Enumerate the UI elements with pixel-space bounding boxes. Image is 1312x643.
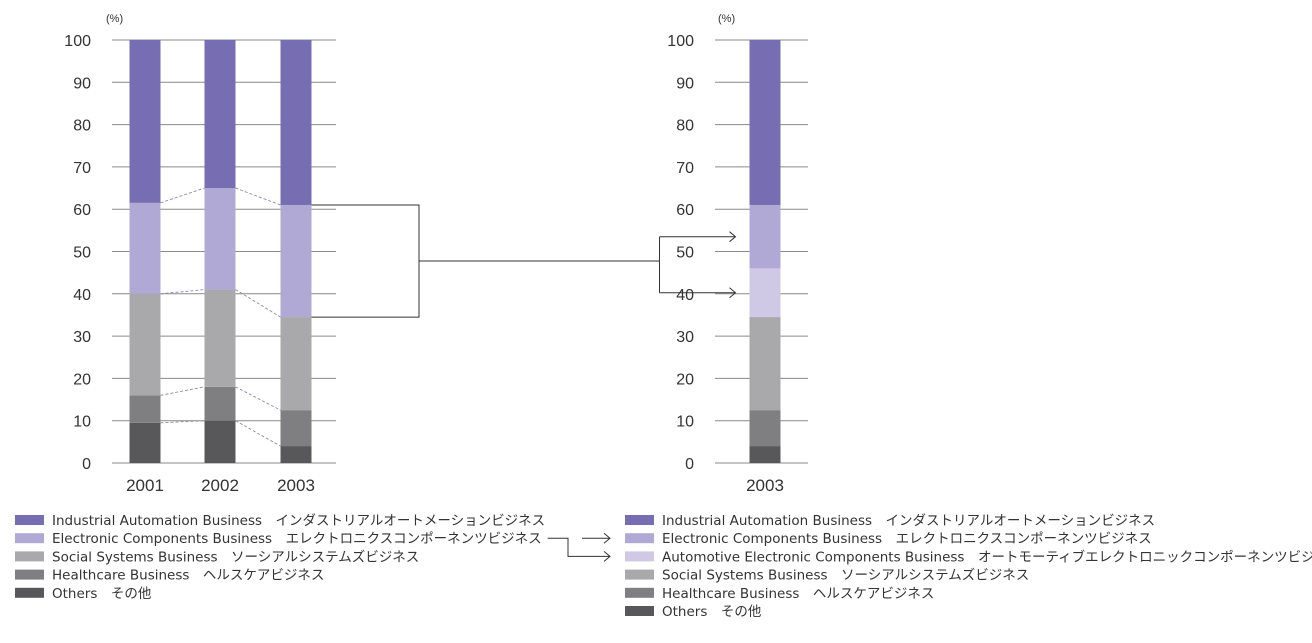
- legend-label: Healthcare Business ヘルスケアビジネス: [662, 586, 934, 602]
- bar-segment: [280, 40, 312, 205]
- legend-label: Automotive Electronic Components Busines…: [662, 548, 1312, 565]
- y-tick-label: 30: [73, 329, 91, 346]
- bar-segment: [204, 40, 236, 189]
- bar-segment: [749, 40, 781, 205]
- dashed-connector-layer: [160, 187, 281, 447]
- y-tick-label: 10: [73, 414, 91, 431]
- bar-segment: [749, 446, 781, 463]
- legend-swatch: [15, 533, 44, 544]
- y-tick-label: 90: [73, 75, 91, 92]
- legend-label: Industrial Automation Business インダストリアルオ…: [662, 513, 1155, 529]
- legend-split-arrow-head: [603, 551, 611, 562]
- legend-label: Healthcare Business ヘルスケアビジネス: [52, 568, 324, 584]
- bar-segment: [204, 188, 236, 290]
- bar-segment: [280, 317, 312, 411]
- bar-segment: [129, 422, 161, 463]
- legend-label: Electronic Components Business エレクトロニクスコ…: [662, 531, 1152, 547]
- bar-segment: [129, 40, 161, 203]
- y-tick-label: 20: [73, 371, 91, 388]
- legend-layer: Industrial Automation Business インダストリアルオ…: [15, 513, 1312, 620]
- left-legend: Industrial Automation Business インダストリアルオ…: [15, 513, 545, 602]
- bar-segment: [129, 395, 161, 423]
- x-category-label: 2001: [126, 476, 164, 495]
- bar-segment: [280, 204, 312, 318]
- split-arrow-head: [729, 287, 737, 299]
- bar-segment: [749, 204, 781, 269]
- dashed-connector: [235, 289, 281, 318]
- y-unit-label: (%): [106, 13, 123, 25]
- legend-label: Social Systems Business ソーシアルシステムズビジネス: [52, 549, 419, 565]
- legend-swatch: [15, 515, 44, 525]
- legend-label: Social Systems Business ソーシアルシステムズビジネス: [662, 568, 1029, 584]
- y-tick-label: 40: [676, 287, 694, 304]
- dashed-connector: [235, 386, 281, 411]
- y-tick-label: 70: [73, 160, 91, 177]
- y-tick-label: 20: [676, 371, 694, 388]
- legend-swatch: [625, 551, 654, 562]
- x-category-label: 2003: [277, 476, 315, 495]
- dashed-connector: [235, 187, 281, 206]
- y-tick-label: 80: [676, 118, 694, 135]
- bar-segment: [204, 289, 236, 387]
- dashed-connector: [160, 289, 205, 295]
- y-tick-label: 30: [676, 329, 694, 346]
- legend-swatch: [15, 587, 44, 598]
- split-arrow-head: [729, 231, 737, 243]
- bar-segment: [204, 420, 236, 463]
- dashed-connector: [235, 420, 281, 447]
- y-tick-label: 90: [676, 75, 694, 92]
- bar-segment: [129, 202, 161, 294]
- x-category-label: 2002: [201, 476, 239, 495]
- y-tick-label: 60: [676, 202, 694, 219]
- y-tick-label: 80: [73, 118, 91, 135]
- legend-swatch: [625, 606, 654, 616]
- y-tick-label: 60: [73, 202, 91, 219]
- y-tick-label: 50: [73, 245, 91, 262]
- y-tick-label: 0: [82, 456, 91, 473]
- y-tick-label: 100: [667, 33, 694, 50]
- legend-swatch: [625, 533, 654, 544]
- legend-split-arrow-head: [603, 532, 611, 544]
- bracket-connector: [311, 204, 420, 318]
- bar-segment: [749, 268, 781, 318]
- bar-layer: [129, 40, 781, 463]
- right-legend: Industrial Automation Business インダストリアルオ…: [625, 513, 1312, 620]
- bar-segment: [129, 293, 161, 396]
- bar-segment: [749, 410, 781, 447]
- bar-segment: [280, 410, 312, 447]
- x-category-label: 2003: [746, 476, 784, 495]
- dashed-connector: [160, 386, 205, 396]
- legend-label: Others その他: [662, 604, 761, 620]
- legend-swatch: [15, 551, 44, 562]
- bar-segment: [204, 386, 236, 421]
- y-tick-label: 40: [73, 287, 91, 304]
- dashed-connector: [160, 420, 205, 424]
- legend-label: Electronic Components Business エレクトロニクスコ…: [52, 531, 542, 547]
- legend-swatch: [15, 569, 44, 580]
- legend-swatch: [625, 569, 654, 580]
- y-tick-label: 0: [685, 456, 694, 473]
- legend-label: Industrial Automation Business インダストリアルオ…: [52, 513, 545, 529]
- bar-segment: [280, 446, 312, 463]
- split-arrow-layer: [311, 204, 737, 318]
- legend-label: Others その他: [52, 586, 151, 602]
- y-tick-label: 10: [676, 414, 694, 431]
- y-unit-label: (%): [718, 13, 735, 25]
- dashed-connector: [160, 187, 205, 204]
- y-tick-label: 100: [64, 33, 91, 50]
- y-tick-label: 50: [676, 245, 694, 262]
- y-tick-label: 70: [676, 160, 694, 177]
- legend-split-path: [547, 537, 610, 557]
- bar-segment: [749, 317, 781, 411]
- legend-swatch: [625, 587, 654, 598]
- legend-swatch: [625, 515, 654, 525]
